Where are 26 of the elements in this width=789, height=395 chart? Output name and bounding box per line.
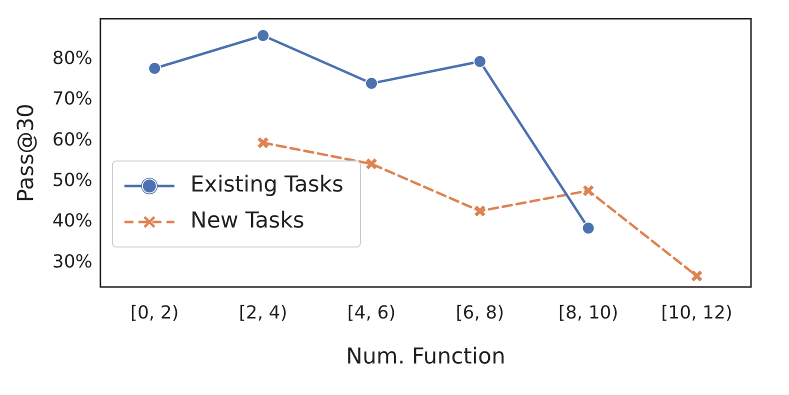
- point: [365, 158, 378, 170]
- y-tick-label: 40%: [52, 210, 92, 232]
- point: [690, 270, 703, 282]
- x-tick-label: [10, 12): [661, 302, 732, 324]
- point: [257, 136, 270, 149]
- legend-label: New Tasks: [190, 208, 304, 234]
- y-tick-label: 50%: [52, 170, 92, 192]
- x-tick-label: [0, 2): [130, 302, 179, 324]
- y-axis-title: Pass@30: [14, 104, 39, 202]
- y-tick-label: 80%: [52, 48, 92, 70]
- point: [474, 205, 486, 218]
- x-tick-label: [6, 8): [456, 302, 504, 324]
- point: [364, 76, 378, 90]
- y-tick-label: 30%: [52, 251, 92, 272]
- point: [148, 62, 162, 75]
- point: [473, 54, 486, 68]
- x-tick-label: [8, 10): [558, 302, 618, 324]
- x-tick-label: [4, 6): [347, 302, 396, 324]
- point: [256, 28, 270, 42]
- x-tick-label: [2, 4): [238, 302, 288, 324]
- y-tick-label: 60%: [52, 129, 92, 150]
- x-axis-title: Num. Function: [346, 344, 506, 370]
- legend-label: Existing Tasks: [190, 172, 344, 198]
- point: [582, 184, 594, 197]
- y-tick-label: 70%: [52, 88, 92, 110]
- point: [582, 222, 595, 235]
